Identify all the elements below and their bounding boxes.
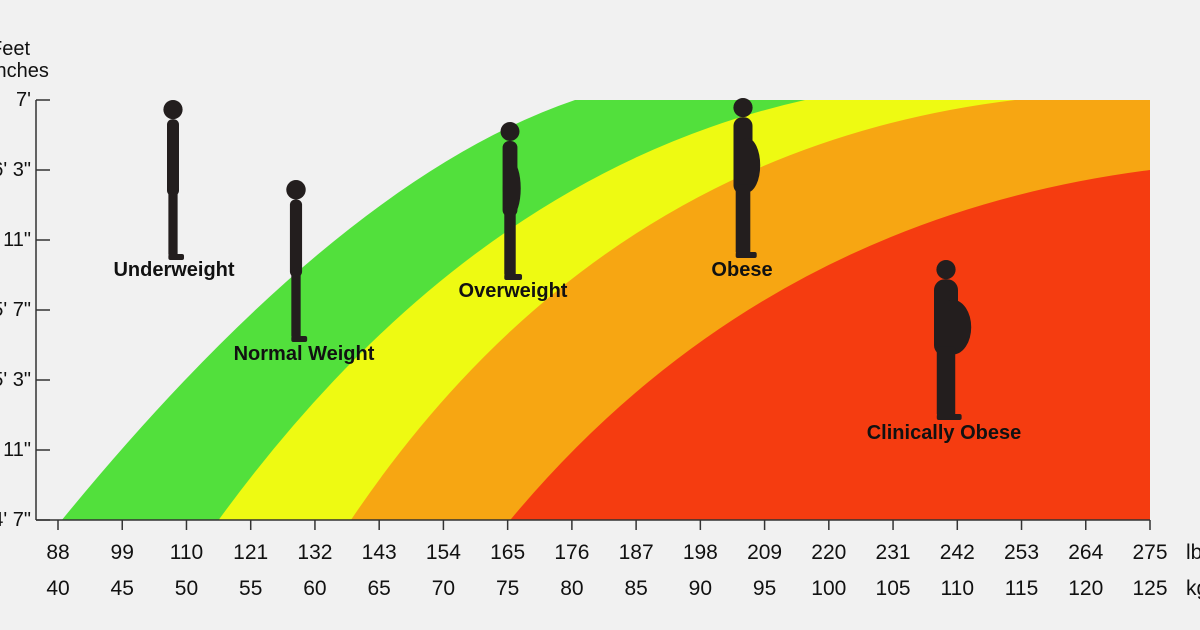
x-tick-label-lbs: 132 xyxy=(297,541,332,564)
x-tick-label-lbs: 143 xyxy=(362,541,397,564)
x-tick-label-lbs: 88 xyxy=(46,541,69,564)
x-tick-label-lbs: 154 xyxy=(426,541,461,564)
y-axis-unit-feet: Feet xyxy=(0,38,30,60)
x-tick-label-kgs: 120 xyxy=(1068,577,1103,600)
overweight-silhouette-icon xyxy=(500,122,523,280)
x-tick-label-lbs: 242 xyxy=(940,541,975,564)
x-tick-label-kgs: 70 xyxy=(432,577,455,600)
x-tick-label-kgs: 95 xyxy=(753,577,776,600)
y-tick-label: 7' xyxy=(16,89,31,111)
x-tick-label-kgs: 85 xyxy=(624,577,647,600)
y-tick-label: 5' 3" xyxy=(0,369,31,391)
clinically-obese-silhouette-icon xyxy=(934,260,972,420)
y-axis: Feet Inches 7' 6' 3" 5' 11" 5' 7" 5' 3" 4' 11… xyxy=(0,38,50,531)
band-clinically-obese xyxy=(510,170,1151,520)
x-axis: 88 40 99 45 110 50 121 55 132 60 143 65 154 70 165 75 17… xyxy=(36,519,1200,600)
y-tick-label: 6' 3" xyxy=(0,159,31,181)
x-tick-label-lbs: 121 xyxy=(233,541,268,564)
x-tick-label-kgs: 75 xyxy=(496,577,519,600)
band-label-underweight: Underweight xyxy=(113,259,234,281)
x-tick-label-lbs: 264 xyxy=(1068,541,1103,564)
band-label-obese: Obese xyxy=(711,259,772,281)
band-labels: Underweight Normal Weight Overweight Obese C… xyxy=(113,259,1021,444)
x-tick-label-kgs: 80 xyxy=(560,577,583,600)
x-tick-label-lbs: 253 xyxy=(1004,541,1039,564)
band-label-overweight: Overweight xyxy=(459,280,568,302)
y-tick-label: 5' 7" xyxy=(0,299,31,321)
x-tick-label-lbs: 198 xyxy=(683,541,718,564)
x-tick-label-lbs: 231 xyxy=(876,541,911,564)
y-tick-label: 5' 11" xyxy=(0,229,31,251)
band-label-clinically-obese: Clinically Obese xyxy=(867,422,1022,444)
silhouettes xyxy=(163,98,972,420)
x-tick-label-lbs: 176 xyxy=(554,541,589,564)
x-tick-label-kgs: 50 xyxy=(175,577,198,600)
x-tick-label-kgs: 65 xyxy=(367,577,390,600)
y-tick-label: 4' 11" xyxy=(0,439,31,461)
y-tick-label: 4' 7" xyxy=(0,509,31,531)
x-tick-label-lbs: 165 xyxy=(490,541,525,564)
x-tick-label-kgs: 60 xyxy=(303,577,326,600)
x-tick-label-kgs: 115 xyxy=(1005,577,1038,600)
x-tick-label-kgs: 40 xyxy=(46,577,69,600)
x-tick-label-lbs: 209 xyxy=(747,541,782,564)
underweight-silhouette-icon xyxy=(163,100,185,260)
x-tick-label-lbs: 220 xyxy=(811,541,846,564)
x-tick-label-kgs: 90 xyxy=(689,577,712,600)
x-tick-label-lbs: 110 xyxy=(170,541,203,564)
x-axis-unit-kgs: kgs xyxy=(1186,577,1200,600)
x-tick-label-lbs: 187 xyxy=(619,541,654,564)
x-tick-label-kgs: 55 xyxy=(239,577,262,600)
x-tick-label-kgs: 45 xyxy=(111,577,134,600)
x-tick-label-lbs: 275 xyxy=(1132,541,1167,564)
bmi-bands xyxy=(61,100,1151,520)
normal-weight-silhouette-icon xyxy=(286,180,308,342)
x-tick-label-kgs: 110 xyxy=(941,577,974,600)
obese-silhouette-icon xyxy=(733,98,761,258)
x-tick-label-kgs: 100 xyxy=(811,577,846,600)
y-axis-unit-inches: Inches xyxy=(0,60,49,82)
x-axis-unit-lbs: lbs xyxy=(1186,541,1200,564)
x-tick-label-kgs: 125 xyxy=(1132,577,1167,600)
x-tick-label-lbs: 99 xyxy=(111,541,134,564)
x-tick-label-kgs: 105 xyxy=(876,577,911,600)
band-label-normal-weight: Normal Weight xyxy=(234,343,375,365)
